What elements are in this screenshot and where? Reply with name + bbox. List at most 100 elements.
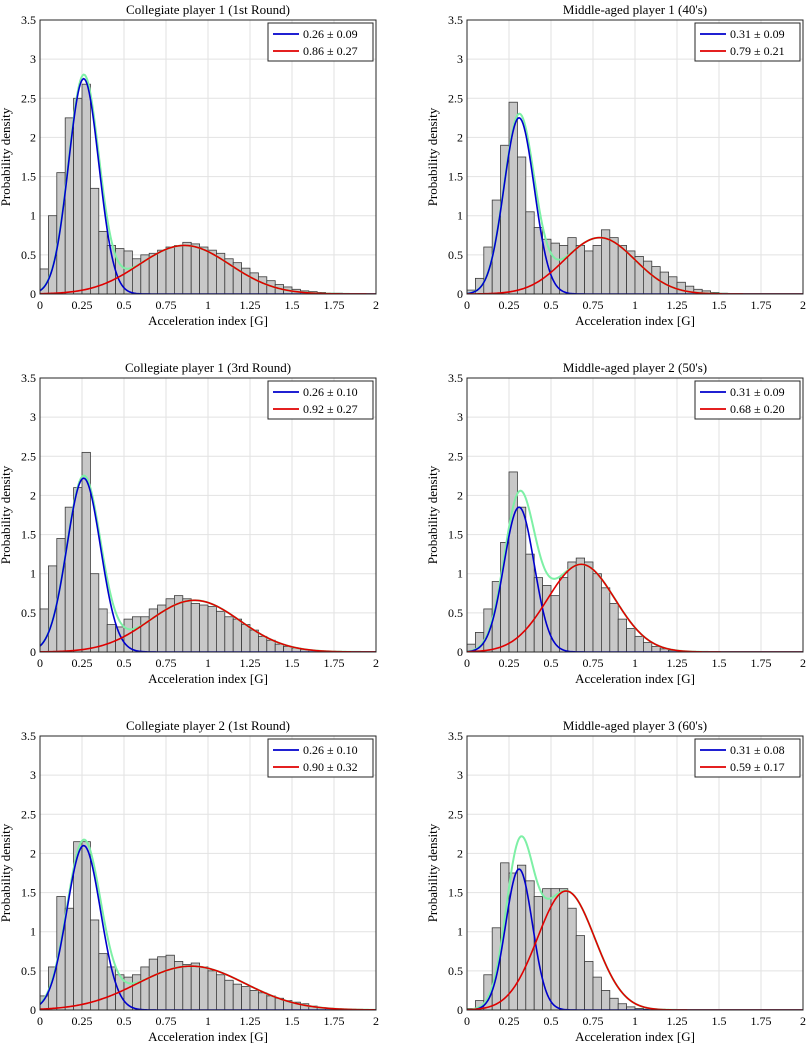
- y-tick-label: 1.5: [448, 170, 463, 184]
- histogram-bar: [199, 604, 209, 652]
- y-tick-label: 0: [30, 287, 36, 301]
- legend-box: [267, 380, 374, 420]
- chart-panel-4: 0 0.25 0.5 0.75 1 1.25 1.5 1.75 2 0 0.5 1 1.5 2 2.5 3 3.…: [425, 360, 806, 686]
- x-tick-label: 1.75: [324, 1014, 345, 1028]
- histogram-bar: [533, 896, 544, 1010]
- histogram-bar: [584, 961, 594, 1010]
- x-tick-label: 1.5: [712, 1014, 727, 1028]
- histogram-bar: [643, 642, 653, 652]
- chart-title: Middle-aged player 1 (40's): [563, 2, 707, 17]
- y-tick-label: 1.5: [448, 886, 463, 900]
- y-tick-label: 0.5: [21, 248, 36, 262]
- histogram-bar: [224, 616, 234, 652]
- x-tick-label: 1.75: [324, 656, 345, 670]
- legend-entry: 0.86 ± 0.27: [303, 44, 358, 58]
- axes-box: [39, 377, 377, 653]
- y-tick-label: 2.5: [448, 91, 463, 105]
- x-tick-label: 2: [373, 298, 379, 312]
- y-tick-label: 0.5: [448, 606, 463, 620]
- y-tick-label: 2.5: [448, 807, 463, 821]
- histogram-bar: [592, 245, 602, 294]
- y-tick-label: 0: [457, 287, 463, 301]
- x-tick-label: 0: [464, 656, 470, 670]
- legend-box: [267, 22, 374, 62]
- y-axis-label: Probability density: [425, 823, 440, 922]
- chart-title: Collegiate player 1 (1st Round): [126, 2, 290, 17]
- y-tick-label: 0: [30, 1003, 36, 1017]
- histogram-bar: [131, 616, 142, 652]
- x-tick-label: 1.5: [712, 298, 727, 312]
- series-curve-1: [40, 77, 376, 294]
- legend-box: [694, 738, 801, 778]
- histogram-bar: [643, 260, 653, 294]
- y-tick-label: 3.5: [448, 13, 463, 27]
- x-tick-label: 0: [37, 656, 43, 670]
- chart-title: Collegiate player 1 (3rd Round): [125, 360, 291, 375]
- histogram-bar: [559, 577, 569, 652]
- histogram-bar: [592, 976, 602, 1010]
- y-tick-label: 3.5: [448, 371, 463, 385]
- y-tick-label: 3.5: [21, 371, 36, 385]
- x-tick-label: 2: [373, 656, 379, 670]
- histogram-bars: [467, 471, 686, 652]
- chart-panel-3: 0 0.25 0.5 0.75 1 1.25 1.5 1.75 2 0 0.5 1 1.5 2 2.5 3 3.…: [0, 360, 379, 686]
- y-tick-label: 0: [457, 645, 463, 659]
- series-curve-2: [467, 890, 803, 1010]
- legend-box: [694, 22, 801, 62]
- fit-curves: [467, 835, 803, 1010]
- histogram-bar: [232, 618, 242, 652]
- x-tick-label: 0: [37, 298, 43, 312]
- histogram-bar: [567, 237, 577, 294]
- histogram-bar: [249, 629, 259, 652]
- histogram-bar: [106, 966, 116, 1010]
- histogram-bar: [266, 995, 276, 1010]
- x-axis-label: Acceleration index [G]: [575, 313, 695, 328]
- x-axis-label: Acceleration index [G]: [575, 1029, 695, 1044]
- x-tick-label: 0: [464, 298, 470, 312]
- histogram-bar: [106, 624, 116, 652]
- y-axis-label: Probability density: [425, 465, 440, 564]
- y-tick-label: 1: [30, 567, 36, 581]
- histogram-bar: [90, 187, 100, 294]
- x-tick-label: 0.5: [544, 298, 559, 312]
- x-tick-label: 1.25: [240, 1014, 261, 1028]
- histogram-bar: [157, 249, 167, 294]
- histogram-bar: [207, 606, 217, 652]
- y-tick-label: 0.5: [21, 606, 36, 620]
- legend-entry: 0.79 ± 0.21: [730, 44, 785, 58]
- y-tick-label: 2: [30, 488, 36, 502]
- x-tick-label: 1.75: [324, 298, 345, 312]
- legend: 0.31 ± 0.09 0.79 ± 0.21: [694, 22, 801, 62]
- histogram-bar: [73, 487, 83, 652]
- legend-box: [267, 738, 374, 778]
- histogram-bar: [626, 628, 636, 652]
- histogram-bar: [517, 864, 527, 1010]
- histogram-bar: [634, 635, 644, 652]
- x-tick-label: 1: [205, 298, 211, 312]
- x-tick-label: 0.25: [72, 298, 93, 312]
- legend-box: [694, 380, 801, 420]
- histogram-bar: [525, 553, 535, 652]
- x-tick-label: 2: [800, 1014, 806, 1028]
- histogram-bar: [617, 245, 628, 294]
- histogram-bar: [517, 156, 527, 294]
- x-tick-label: 1: [632, 298, 638, 312]
- x-tick-label: 0.25: [499, 656, 520, 670]
- histogram-bar: [575, 557, 586, 652]
- histogram-bar: [249, 272, 259, 294]
- chart-title: Middle-aged player 3 (60's): [563, 718, 707, 733]
- histogram-bar: [98, 953, 108, 1010]
- y-tick-label: 2.5: [21, 807, 36, 821]
- x-tick-label: 1.25: [667, 298, 688, 312]
- histogram-bar: [651, 646, 661, 652]
- y-tick-label: 1: [457, 209, 463, 223]
- x-tick-label: 0.5: [117, 656, 132, 670]
- series-curve-2: [467, 563, 803, 652]
- x-tick-label: 0.5: [117, 1014, 132, 1028]
- series-curve-2: [40, 244, 376, 294]
- y-tick-label: 3.5: [21, 729, 36, 743]
- y-axis-label: Probability density: [0, 465, 13, 564]
- histogram-bars: [40, 451, 335, 652]
- histogram-bar: [559, 888, 569, 1010]
